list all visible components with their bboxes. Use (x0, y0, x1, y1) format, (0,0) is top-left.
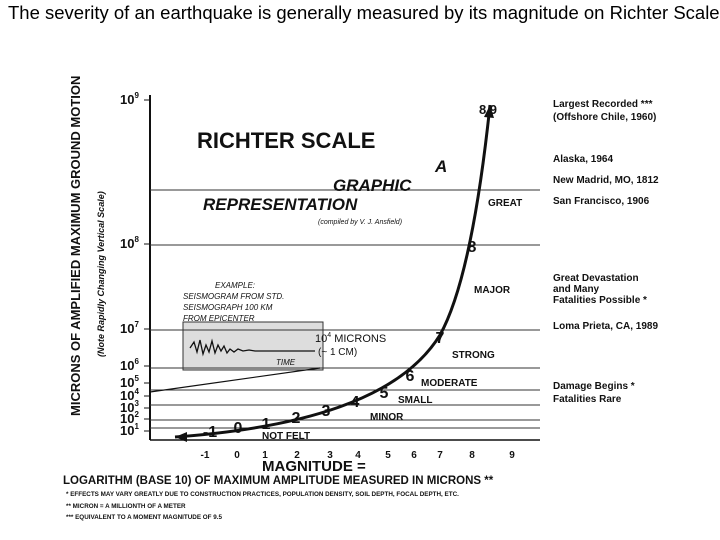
event-label: Alaska, 1964 (553, 154, 613, 165)
x-tick-label: 1 (262, 450, 268, 461)
amplitude-base: 10 (315, 333, 327, 345)
y-tick-base: 10 (120, 358, 134, 373)
y-tick-label: 103 (120, 399, 139, 415)
example-text: SEISMOGRAPH 100 KM (183, 303, 273, 312)
x-tick-label: 9 (509, 450, 515, 461)
example-text: SEISMOGRAM FROM STD. (183, 292, 284, 301)
example-time: TIME (276, 358, 296, 367)
y-tick-label: 107 (120, 320, 139, 336)
curve-label: 5 (380, 385, 389, 402)
zone-label: MAJOR (474, 285, 511, 296)
y-axis-title: MICRONS OF AMPLIFIED MAXIMUM GROUND MOTI… (68, 76, 83, 416)
event-label: Great Devastation (553, 273, 639, 284)
event-label: Largest Recorded *** (553, 99, 653, 110)
curve-label: -1 (203, 424, 217, 441)
curve-label: 8 (468, 239, 477, 256)
y-tick-exponent: 2 (134, 410, 139, 419)
y-tick-exponent: 7 (134, 320, 139, 329)
y-tick-exponent: 8 (134, 235, 139, 244)
y-tick-base: 10 (120, 411, 134, 426)
y-tick-label: 106 (120, 357, 139, 373)
zone-label: GREAT (488, 198, 522, 209)
example-amplitude: 104 MICRONS (315, 332, 386, 345)
curve-label: 0 (234, 420, 243, 437)
zone-label: NOT FELT (262, 431, 310, 442)
x-tick-label: 6 (411, 450, 417, 461)
magnitude-label: MAGNITUDE = (262, 458, 366, 475)
y-tick-base: 10 (120, 388, 134, 403)
amplitude-unit: MICRONS (331, 333, 386, 345)
slide-heading: The severity of an earthquake is general… (8, 2, 720, 23)
footnote: *** EQUIVALENT TO A MOMENT MAGNITUDE OF … (66, 514, 223, 521)
curve-arrow (175, 432, 187, 442)
y-tick-base: 10 (120, 375, 134, 390)
y-tick-exponent: 5 (134, 374, 139, 383)
curve-label: 3 (322, 403, 331, 420)
curve-label: 2 (292, 410, 301, 427)
event-label: New Madrid, MO, 1812 (553, 175, 659, 186)
curve-label: 7 (436, 330, 445, 347)
y-tick-exponent: 3 (134, 399, 139, 408)
curve-label: 6 (406, 368, 415, 385)
y-axis-note: (Note Rapidly Changing Vertical Scale) (96, 191, 106, 357)
y-tick-base: 10 (120, 92, 134, 107)
curve-label: 1 (262, 416, 271, 433)
definition: LOGARITHM (BASE 10) OF MAXIMUM AMPLITUDE… (63, 475, 494, 487)
amplitude-exp: 4 (327, 332, 331, 339)
figure-subtitle: A (434, 157, 447, 176)
figure-subtitle: GRAPHIC (333, 176, 412, 195)
y-tick-label: 109 (120, 91, 139, 107)
x-tick-label: 0 (234, 450, 240, 461)
x-tick-label: 8 (469, 450, 475, 461)
figure-subtitle: REPRESENTATION (203, 195, 358, 214)
x-tick-label: 7 (437, 450, 443, 461)
event-label: Fatalities Rare (553, 394, 622, 405)
example-text: FROM EPICENTER (183, 314, 255, 323)
event-label: and Many (553, 284, 600, 295)
y-tick-label: 102 (120, 410, 139, 426)
x-tick-label: -1 (201, 450, 210, 461)
y-tick-label: 108 (120, 235, 139, 251)
y-tick-base: 10 (120, 423, 134, 438)
footnote: * EFFECTS MAY VARY GREATLY DUE TO CONSTR… (66, 491, 459, 498)
seismogram-trace (189, 338, 315, 357)
x-tick-label: 2 (294, 450, 300, 461)
seismogram-box (182, 321, 324, 371)
magnitude-curve (174, 104, 492, 439)
figure-title: RICHTER SCALE (197, 128, 375, 153)
x-tick-label: 4 (355, 450, 361, 461)
event-label: Loma Prieta, CA, 1989 (553, 321, 658, 332)
event-label: Fatalities Possible * (553, 295, 647, 306)
figure-credit: (compiled by V. J. Ansfield) (318, 219, 402, 226)
example-approx: (~ 1 CM) (318, 347, 357, 358)
y-tick-base: 10 (120, 321, 134, 336)
curve-label: 4 (351, 394, 360, 411)
x-tick-label: 3 (327, 450, 333, 461)
y-tick-base: 10 (120, 400, 134, 415)
curve-arrow (484, 105, 494, 118)
zone-label: MINOR (370, 412, 404, 423)
curve-label: 8.9 (479, 102, 497, 117)
y-tick-exponent: 9 (134, 91, 139, 100)
event-label: (Offshore Chile, 1960) (553, 112, 656, 123)
y-tick-exponent: 1 (134, 422, 139, 431)
y-tick-base: 10 (120, 236, 134, 251)
y-tick-exponent: 6 (134, 357, 139, 366)
zone-label: STRONG (452, 350, 495, 361)
zone-label: SMALL (398, 395, 432, 406)
y-tick-label: 104 (120, 387, 139, 403)
y-tick-label: 101 (120, 422, 139, 438)
x-tick-label: 5 (385, 450, 391, 461)
y-tick-label: 105 (120, 374, 139, 390)
pointer-line (149, 367, 321, 393)
zone-label: MODERATE (421, 378, 478, 389)
y-tick-exponent: 4 (134, 387, 139, 396)
footnote: ** MICRON = A MILLIONTH OF A METER (66, 503, 186, 510)
example-text: EXAMPLE: (215, 281, 255, 290)
event-label: Damage Begins * (553, 381, 635, 392)
event-label: San Francisco, 1906 (553, 196, 650, 207)
